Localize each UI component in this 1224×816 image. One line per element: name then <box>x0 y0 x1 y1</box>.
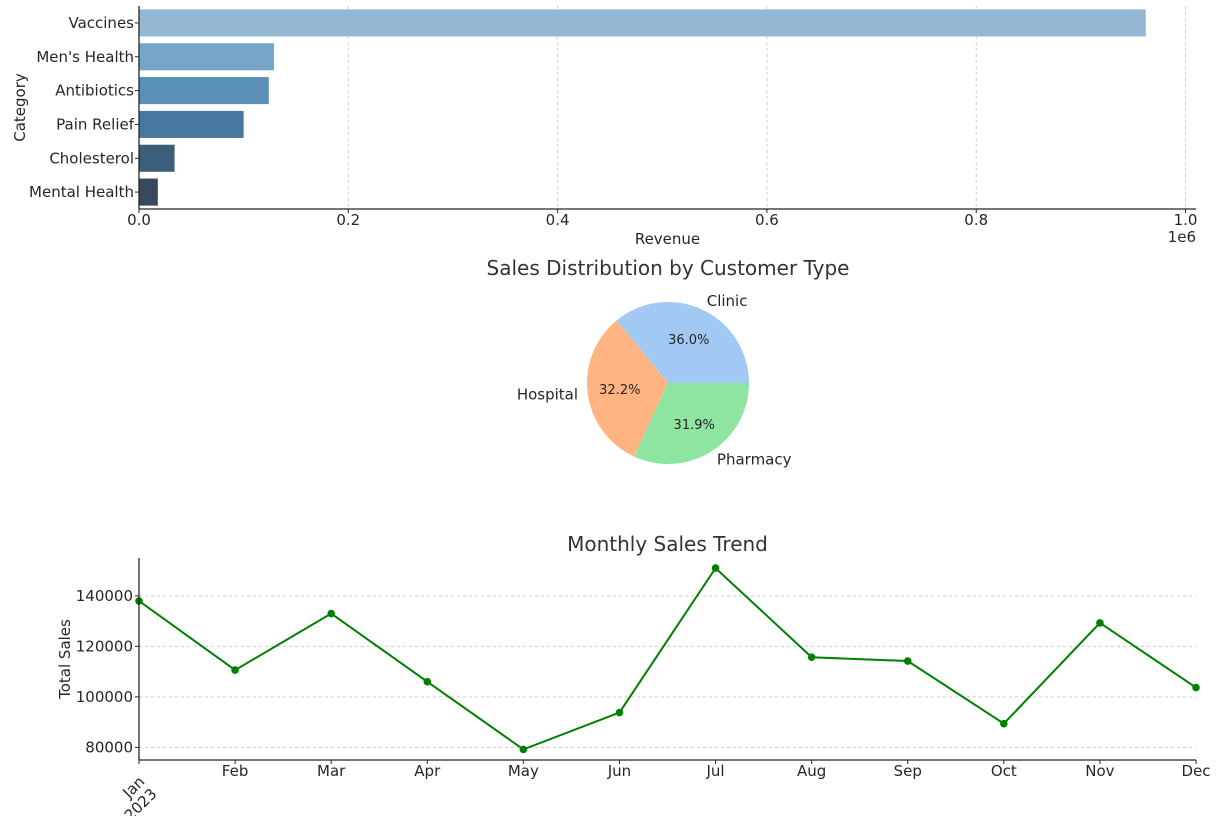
y-tick-label: Mental Health <box>29 183 134 201</box>
pie-category-label: Clinic <box>707 292 748 310</box>
pie-percent-label: 32.2% <box>599 383 640 398</box>
x-offset-label: 1e6 <box>1168 228 1196 246</box>
pie-percent-label: 36.0% <box>668 333 709 348</box>
y-tick-label: 140000 <box>76 587 133 605</box>
data-point-mar <box>327 609 335 618</box>
x-tick-label: 0.0 <box>127 211 151 229</box>
bar-cholesterol <box>139 144 175 172</box>
y-tick-label: 120000 <box>76 637 133 655</box>
x-axis-title: Revenue <box>635 230 700 248</box>
y-tick-label: Vaccines <box>68 14 134 32</box>
y-axis-title: Category <box>11 73 29 142</box>
data-point-apr <box>423 677 432 686</box>
line-chart-title: Monthly Sales Trend <box>567 532 768 556</box>
x-tick-label: Jan2023 <box>109 773 161 816</box>
pie-chart-title: Sales Distribution by Customer Type <box>487 256 850 280</box>
pie-percent-label: 31.9% <box>674 418 715 433</box>
x-tick-label: 0.6 <box>755 211 779 229</box>
pie-category-label: Pharmacy <box>717 450 792 468</box>
x-tick-label: Apr <box>414 762 441 780</box>
x-tick-label: Oct <box>991 762 1017 780</box>
x-tick-label: Nov <box>1085 762 1114 780</box>
bar-mental-health <box>139 178 158 206</box>
data-point-nov <box>1096 619 1104 627</box>
y-tick-label: Pain Relief <box>56 115 135 133</box>
x-tick-label: Dec <box>1181 762 1210 780</box>
y-tick-label: Antibiotics <box>55 82 134 100</box>
y-tick-label: Men's Health <box>36 48 134 66</box>
pie-slice-clinic <box>616 302 749 383</box>
x-tick-label: Sep <box>894 762 922 780</box>
y-tick-label: Cholesterol <box>49 149 134 167</box>
x-tick-label: Mar <box>317 762 346 780</box>
y-axis-title: Total Sales <box>56 619 74 700</box>
bar-men-s-health <box>139 43 275 71</box>
pie-slice-pharmacy <box>634 383 749 464</box>
bar-antibiotics <box>139 77 269 105</box>
x-tick-label: May <box>508 762 539 780</box>
x-tick-label: Jul <box>705 762 724 780</box>
data-point-jun <box>615 708 624 717</box>
x-tick-label: 0.2 <box>336 211 360 229</box>
data-point-dec <box>1192 683 1200 692</box>
data-point-aug <box>807 653 816 662</box>
y-tick-label: 100000 <box>76 688 133 706</box>
customer-type-pie-chart: Sales Distribution by Customer Type 36.0%… <box>487 256 850 468</box>
x-tick-label: 1.0 <box>1174 211 1198 229</box>
bar-pain-relief <box>139 110 244 138</box>
monthly-sales-trend-chart: Monthly Sales Trend 80000 100000 120000 1400… <box>56 532 1211 816</box>
data-point-oct <box>1000 719 1008 728</box>
y-tick-label: 80000 <box>85 738 133 756</box>
data-point-feb <box>231 666 239 674</box>
x-tick-label: Aug <box>797 762 826 780</box>
data-point-may <box>519 745 528 754</box>
pie-category-label: Hospital <box>517 386 578 404</box>
x-tick-label: Feb <box>222 762 249 780</box>
pie-slice-hospital <box>587 320 668 457</box>
x-tick-label: 0.8 <box>964 211 988 229</box>
x-tick-label: Jun <box>607 762 631 780</box>
sales-trend-line <box>138 566 1197 751</box>
x-tick-label: 0.4 <box>546 211 570 229</box>
bar-vaccines <box>139 9 1146 37</box>
revenue-by-category-chart: Vaccines Men's Health Antibiotics Pain Reli… <box>11 6 1197 248</box>
data-point-jul <box>711 564 720 572</box>
data-point-sep <box>903 657 912 665</box>
